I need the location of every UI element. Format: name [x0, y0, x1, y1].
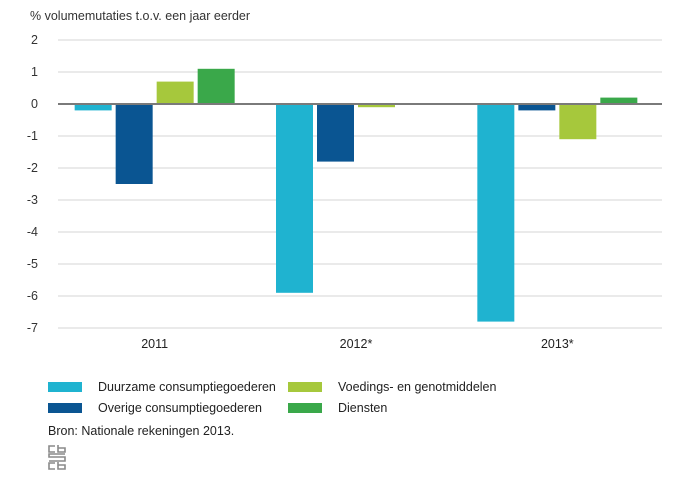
source-note: Bron: Nationale rekeningen 2013.	[48, 424, 235, 438]
y-tick-label: -5	[27, 257, 38, 271]
legend-item-duurzame: Duurzame consumptiegoederen	[48, 380, 276, 394]
x-tick-label: 2012*	[340, 337, 373, 351]
legend-label: Duurzame consumptiegoederen	[98, 380, 276, 394]
y-tick-label: -3	[27, 193, 38, 207]
legend-swatch	[288, 382, 322, 392]
bar	[358, 104, 395, 108]
legend-item-overige: Overige consumptiegoederen	[48, 401, 262, 415]
bar	[477, 104, 515, 322]
bar	[197, 68, 235, 104]
bar	[600, 97, 638, 104]
y-tick-label: -2	[27, 161, 38, 175]
bar	[115, 104, 153, 184]
bar	[276, 104, 313, 293]
bar	[156, 81, 194, 104]
legend-item-diensten: Diensten	[288, 401, 387, 415]
cbs-logo-icon	[48, 445, 66, 470]
x-tick-label: 2011	[141, 337, 168, 351]
y-tick-label: -6	[27, 289, 38, 303]
y-tick-label: 0	[31, 97, 38, 111]
legend-swatch	[48, 403, 82, 413]
bar	[559, 104, 597, 140]
legend-label: Overige consumptiegoederen	[98, 401, 262, 415]
y-tick-label: -4	[27, 225, 38, 239]
legend-label: Diensten	[338, 401, 388, 415]
legend-swatch	[288, 403, 322, 413]
y-axis-label: % volumemutaties t.o.v. een jaar eerder	[30, 9, 251, 23]
legend-swatch	[48, 382, 82, 392]
bar	[317, 104, 354, 162]
legend-label: Voedings- en genotmiddelen	[338, 380, 497, 394]
y-tick-label: -7	[27, 321, 38, 335]
bar	[518, 104, 556, 111]
y-tick-label: -1	[27, 129, 38, 143]
y-tick-label: 1	[31, 65, 38, 79]
bar	[74, 104, 112, 111]
legend-item-voedings: Voedings- en genotmiddelen	[288, 380, 496, 394]
y-tick-label: 2	[31, 33, 38, 47]
x-tick-label: 2013*	[541, 337, 574, 351]
bar-chart: 2 1 0 -1 -2 -3 -4 -5 -6 -7 2011 2012* 2013*	[27, 33, 662, 351]
